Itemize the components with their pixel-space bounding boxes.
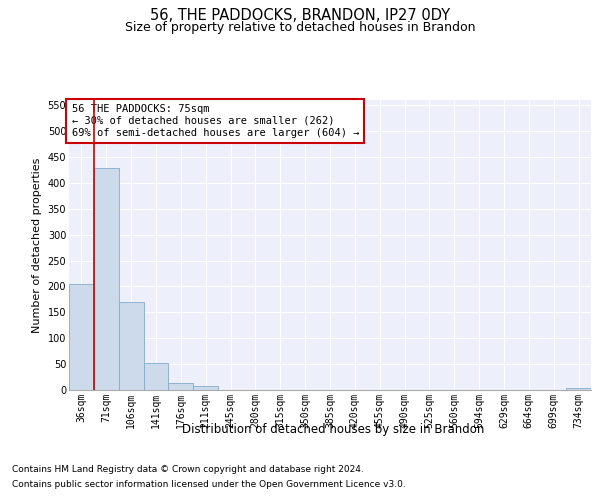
Bar: [94, 168, 119, 390]
Text: Size of property relative to detached houses in Brandon: Size of property relative to detached ho…: [125, 21, 475, 34]
Y-axis label: Number of detached properties: Number of detached properties: [32, 158, 42, 332]
Bar: [169, 384, 193, 390]
Bar: [143, 362, 169, 390]
Bar: [566, 388, 591, 390]
Text: Contains HM Land Registry data © Crown copyright and database right 2024.: Contains HM Land Registry data © Crown c…: [12, 465, 364, 474]
Text: Distribution of detached houses by size in Brandon: Distribution of detached houses by size …: [182, 422, 484, 436]
Bar: [119, 302, 143, 390]
Text: 56 THE PADDOCKS: 75sqm
← 30% of detached houses are smaller (262)
69% of semi-de: 56 THE PADDOCKS: 75sqm ← 30% of detached…: [71, 104, 359, 138]
Bar: [69, 284, 94, 390]
Text: 56, THE PADDOCKS, BRANDON, IP27 0DY: 56, THE PADDOCKS, BRANDON, IP27 0DY: [150, 8, 450, 22]
Bar: [193, 386, 218, 390]
Text: Contains public sector information licensed under the Open Government Licence v3: Contains public sector information licen…: [12, 480, 406, 489]
